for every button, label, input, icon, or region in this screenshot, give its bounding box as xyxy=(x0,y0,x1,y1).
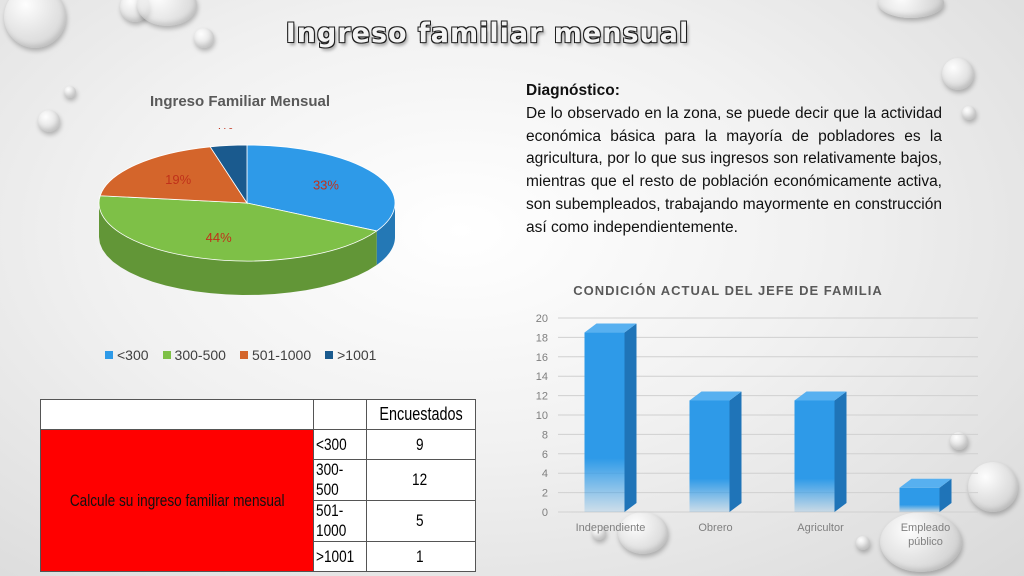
bar-top xyxy=(899,478,952,488)
x-tick-label: Empleado público xyxy=(901,522,951,548)
pie-data-label: 4% xyxy=(214,128,233,132)
x-tick-label: Obrero xyxy=(698,522,732,534)
legend-swatch xyxy=(325,351,334,359)
pie-slice xyxy=(209,144,248,205)
pie-slice xyxy=(99,146,248,204)
slide-title: Ingreso familiar mensual xyxy=(285,18,690,49)
water-drop xyxy=(38,110,60,132)
table-count: 1 xyxy=(416,546,424,566)
pie-chart: 33% 44% 19% 4% xyxy=(98,128,396,295)
table-header-cell: Encuestados xyxy=(366,399,477,430)
legend-item: >1001 xyxy=(325,347,376,363)
bar xyxy=(899,487,940,512)
table-range-cell: 300-500 xyxy=(313,459,368,501)
pie-legend: <300 300-500 501-1000 >1001 xyxy=(105,347,376,363)
bar xyxy=(584,332,625,512)
water-drop xyxy=(618,512,668,554)
bar-top xyxy=(584,323,637,333)
water-drop xyxy=(962,106,976,120)
pie-slice xyxy=(246,144,396,232)
table-range-cell: <300 xyxy=(313,429,368,460)
y-tick-label: 16 xyxy=(536,352,548,364)
bar-chart: CONDICIÓN ACTUAL DEL JEFE DE FAMILIA 0 2 4 6… xyxy=(536,283,978,548)
table-range: <300 xyxy=(316,434,347,454)
table-header-row: Encuestados xyxy=(39,399,477,430)
table-count: 5 xyxy=(416,511,424,530)
y-tick-label: 10 xyxy=(536,410,548,422)
y-tick-label: 18 xyxy=(536,332,548,344)
bar-top xyxy=(794,391,847,401)
water-drop xyxy=(4,0,66,48)
pie-data-label: 33% xyxy=(313,178,339,193)
legend-label: 300-500 xyxy=(174,347,226,363)
table-range-cell: 501-1000 xyxy=(313,500,368,542)
table-row: 501-1000 5 xyxy=(41,500,477,542)
bar-side xyxy=(939,478,952,512)
y-tick-label: 2 xyxy=(542,488,548,500)
x-tick-label: Independiente xyxy=(576,522,646,534)
legend-swatch xyxy=(162,351,171,359)
y-tick-label: 14 xyxy=(536,371,548,383)
bar-side xyxy=(834,391,847,512)
table-empty-cell xyxy=(39,399,315,430)
diagnosis-body: De lo observado en la zona, se puede dec… xyxy=(526,104,942,236)
table-count-cell: 1 xyxy=(366,541,477,572)
water-drop xyxy=(950,432,968,450)
table-range: >1001 xyxy=(316,546,355,566)
water-drop xyxy=(878,0,944,18)
bar-side xyxy=(729,391,742,512)
diagnosis-heading: Diagnóstico: xyxy=(526,82,620,99)
bar xyxy=(794,400,835,512)
legend-swatch xyxy=(105,351,113,359)
legend-label: >1001 xyxy=(337,347,377,363)
water-drop xyxy=(856,536,870,550)
table-count-cell: 12 xyxy=(366,459,477,501)
legend-item: <300 xyxy=(105,347,149,363)
pie-slice-side xyxy=(376,203,395,265)
pie-slice-side xyxy=(99,203,377,295)
legend-label: <300 xyxy=(117,347,149,363)
income-table: Encuestados Calcule su ingreso familiar … xyxy=(39,399,477,572)
diagnosis-text: Diagnóstico: De lo observado en la zona,… xyxy=(526,80,942,240)
table-count-cell: 9 xyxy=(366,429,477,460)
legend-item: 501-1000 xyxy=(239,347,312,363)
legend-swatch xyxy=(239,351,248,359)
table-row: Calcule su ingreso familiar mensual <300… xyxy=(39,429,477,572)
table-range: 501-1000 xyxy=(316,501,347,540)
bar xyxy=(689,400,730,512)
table-range: 300-500 xyxy=(316,460,344,499)
table-empty-cell xyxy=(313,399,368,430)
water-drop xyxy=(64,86,76,98)
water-drop xyxy=(880,512,962,572)
table-header: Encuestados xyxy=(379,404,463,424)
table-count: 9 xyxy=(416,434,424,454)
legend-label: 501-1000 xyxy=(251,347,312,363)
y-tick-label: 8 xyxy=(542,429,548,441)
y-tick-label: 12 xyxy=(536,391,548,403)
y-tick-label: 4 xyxy=(542,468,548,480)
bar-chart-title: CONDICIÓN ACTUAL DEL JEFE DE FAMILIA xyxy=(573,283,883,298)
bar-top xyxy=(689,391,742,401)
y-tick-label: 20 xyxy=(536,313,548,325)
water-drop xyxy=(942,58,974,90)
pie-slice xyxy=(98,195,378,262)
water-drop xyxy=(194,28,214,48)
y-tick-label: 6 xyxy=(542,449,548,461)
pie-chart-title: Ingreso Familiar Mensual xyxy=(150,93,331,110)
pie-data-label: 19% xyxy=(165,172,191,187)
x-tick-label: Agricultor xyxy=(797,522,844,534)
table-count: 12 xyxy=(411,470,427,489)
water-drop xyxy=(592,526,606,540)
y-tick-label: 0 xyxy=(542,507,548,519)
pie-data-label: 44% xyxy=(206,230,232,245)
table-row: >1001 1 xyxy=(41,541,477,572)
legend-item: 300-500 xyxy=(162,347,226,363)
bar-side xyxy=(624,323,637,512)
water-drop xyxy=(968,462,1018,512)
table-count-cell: 5 xyxy=(366,500,477,542)
table-row-label: Calcule su ingreso familiar mensual xyxy=(69,490,285,510)
table-range-cell: >1001 xyxy=(313,541,368,572)
table-row-label-cell: Calcule su ingreso familiar mensual xyxy=(39,429,315,572)
